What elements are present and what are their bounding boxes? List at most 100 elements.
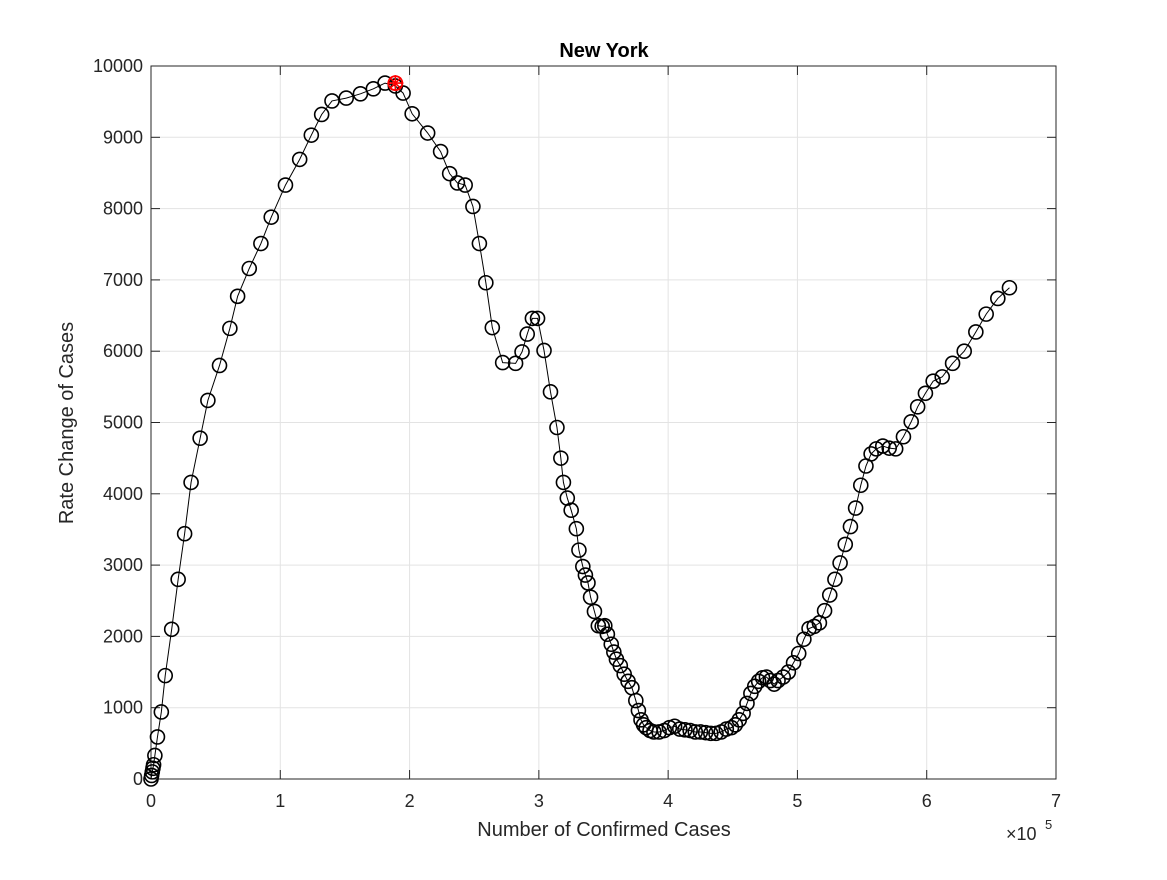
- x-exponent-power: 5: [1045, 817, 1052, 832]
- data-point: [170, 571, 186, 588]
- data-point: [519, 326, 536, 342]
- x-tick-label: 6: [922, 791, 932, 811]
- data-point: [750, 673, 767, 690]
- data-point: [449, 175, 466, 191]
- data-point: [703, 725, 719, 742]
- tick-labels: 0 1 2 3 4 5 6 7 0 1000 2000 3000 4000 5000 6000 7000 800…: [93, 56, 1061, 811]
- data-point: [944, 355, 961, 372]
- data-point: [192, 430, 208, 446]
- y-tick-label: 3000: [103, 555, 143, 575]
- data-point: [222, 320, 238, 337]
- data-point: [895, 428, 912, 445]
- data-point: [917, 385, 934, 402]
- data-point: [313, 106, 330, 123]
- data-point: [563, 502, 579, 518]
- data-point: [909, 399, 926, 415]
- data-point: [484, 319, 501, 336]
- data-point: [863, 446, 879, 462]
- data-point: [790, 645, 807, 662]
- data-point: [881, 440, 898, 456]
- x-tick-label: 7: [1051, 791, 1061, 811]
- data-point: [524, 310, 541, 327]
- peak-marker: [387, 75, 404, 92]
- data-point: [494, 354, 511, 371]
- x-tick-label: 3: [534, 791, 544, 811]
- data-point: [903, 413, 920, 430]
- y-tick-label: 9000: [103, 127, 143, 147]
- data-point: [739, 695, 755, 712]
- data-point: [263, 209, 280, 225]
- data-point: [687, 724, 704, 740]
- data-markers: [143, 75, 1018, 787]
- chart-title: New York: [559, 40, 649, 62]
- data-point: [692, 724, 709, 740]
- data-point: [200, 392, 216, 409]
- data-point: [457, 177, 473, 193]
- data-point: [478, 274, 494, 291]
- x-tick-label: 1: [275, 791, 285, 811]
- data-point: [1001, 279, 1018, 296]
- data-point: [575, 558, 591, 575]
- data-point: [183, 474, 199, 491]
- x-axis-label: Number of Confirmed Cases: [477, 819, 730, 841]
- y-axis-label: Rate Change of Cases: [56, 322, 78, 524]
- data-point: [780, 664, 797, 680]
- data-point: [568, 520, 585, 537]
- data-point: [968, 324, 984, 340]
- data-point: [471, 235, 488, 252]
- data-point: [404, 105, 420, 122]
- data-point: [606, 644, 622, 660]
- data-point: [603, 636, 620, 653]
- data-point: [157, 667, 174, 684]
- data-point: [145, 756, 162, 773]
- data-point: [816, 602, 833, 619]
- data-point: [542, 384, 559, 400]
- data-point: [887, 441, 904, 457]
- data-point: [630, 702, 647, 719]
- data-point: [149, 729, 166, 745]
- data-point: [847, 500, 864, 516]
- y-tick-label: 7000: [103, 270, 143, 290]
- y-tick-label: 4000: [103, 484, 143, 504]
- data-point: [925, 373, 941, 389]
- data-point: [770, 672, 786, 689]
- y-tick-label: 8000: [103, 199, 143, 219]
- data-point: [163, 621, 180, 638]
- data-point: [441, 165, 458, 182]
- data-point: [677, 722, 693, 738]
- data-point: [827, 571, 843, 588]
- data-point: [628, 692, 644, 709]
- data-point: [432, 143, 449, 160]
- data-point: [934, 369, 951, 385]
- data-point: [599, 626, 616, 643]
- data-point: [465, 198, 481, 215]
- data-point: [529, 310, 546, 327]
- x-tick-label: 2: [405, 791, 415, 811]
- data-point: [978, 306, 994, 322]
- data-point: [536, 342, 552, 359]
- y-tick-label: 10000: [93, 56, 143, 76]
- data-point: [723, 719, 740, 736]
- data-point: [549, 419, 565, 436]
- data-point: [229, 288, 246, 305]
- data-point: [775, 669, 792, 685]
- x-exponent-base: ×10: [1006, 824, 1037, 844]
- data-point: [612, 657, 629, 674]
- data-point: [671, 721, 688, 737]
- y-tick-label: 6000: [103, 341, 143, 361]
- data-point: [785, 654, 802, 671]
- data-point: [395, 85, 411, 101]
- data-point: [806, 618, 823, 635]
- data-point: [697, 724, 714, 741]
- x-tick-label: 5: [792, 791, 802, 811]
- y-tick-label: 2000: [103, 626, 143, 646]
- y-tick-label: 0: [133, 769, 143, 789]
- grid-lines: [150, 65, 1057, 780]
- data-point: [555, 474, 572, 491]
- data-point: [821, 587, 838, 603]
- data-point: [253, 235, 269, 252]
- data-point: [582, 589, 599, 605]
- data-point: [956, 343, 973, 360]
